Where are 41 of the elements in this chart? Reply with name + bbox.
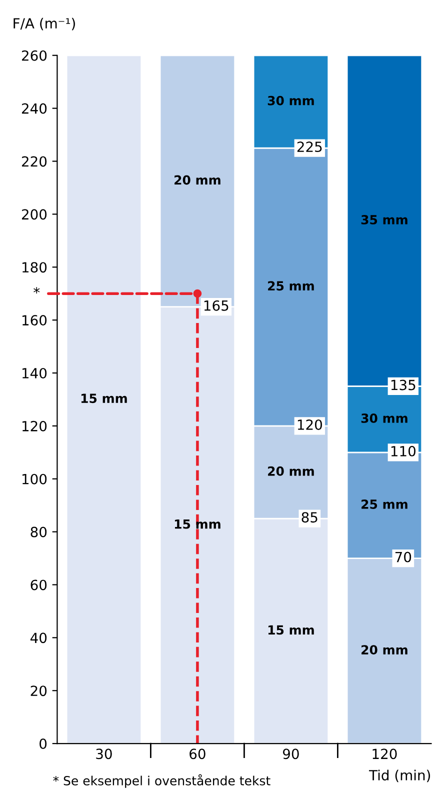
text: 25 mm — [362, 500, 408, 509]
y-tick-label: 180 — [22, 262, 47, 273]
text: 15 mm — [268, 625, 314, 635]
y-tick-label: 260 — [22, 50, 47, 61]
y-tick-label: 160 — [22, 315, 47, 326]
y-tick-label: 220 — [22, 156, 47, 167]
annotation: 70 — [395, 552, 412, 562]
bar — [66, 55, 142, 744]
y-tick-label: 200 — [22, 209, 47, 220]
x-tick-label: 120 — [372, 748, 397, 760]
text: * Se eksempel i ovenstående tekst — [53, 774, 270, 788]
annotation: 165 — [204, 300, 228, 311]
text: 15 mm — [81, 394, 127, 404]
x-axis-title: Tid (min) — [368, 770, 430, 782]
series-label: 35 mm — [361, 214, 408, 224]
x-tick-label: 90 — [282, 748, 299, 760]
y-tick-label: 240 — [22, 103, 47, 114]
series-label: 20 mm — [174, 175, 220, 185]
text: 30 mm — [361, 413, 408, 423]
series-label: 30 mm — [268, 96, 314, 106]
y-tick-label: 60 — [30, 580, 47, 590]
y-tick-label: 140 — [22, 368, 47, 378]
y-tick-label: 100 — [22, 474, 47, 484]
x-tick-label: 30 — [96, 748, 112, 760]
y-axis-title: F/A (m⁻¹) — [14, 18, 75, 30]
y-tick-label: 120 — [22, 420, 47, 432]
y-tick-label: 20 — [30, 686, 47, 696]
y-tick-label: 0 — [40, 738, 47, 750]
x-tick-label: 60 — [190, 748, 206, 760]
series-label: 25 mm — [268, 281, 314, 291]
annotation: 110 — [391, 446, 416, 456]
text: 20 mm — [268, 466, 314, 476]
annotation: 135 — [391, 380, 416, 390]
y-tick-label: 80 — [30, 526, 47, 538]
series-label: 15 mm — [174, 520, 220, 529]
annotation: 225 — [297, 142, 322, 152]
annotation: * — [34, 287, 40, 294]
y-tick-label: 40 — [30, 632, 47, 644]
annotation: 120 — [298, 419, 322, 430]
annotation: 85 — [302, 512, 318, 523]
text: 20 mm — [362, 645, 408, 655]
